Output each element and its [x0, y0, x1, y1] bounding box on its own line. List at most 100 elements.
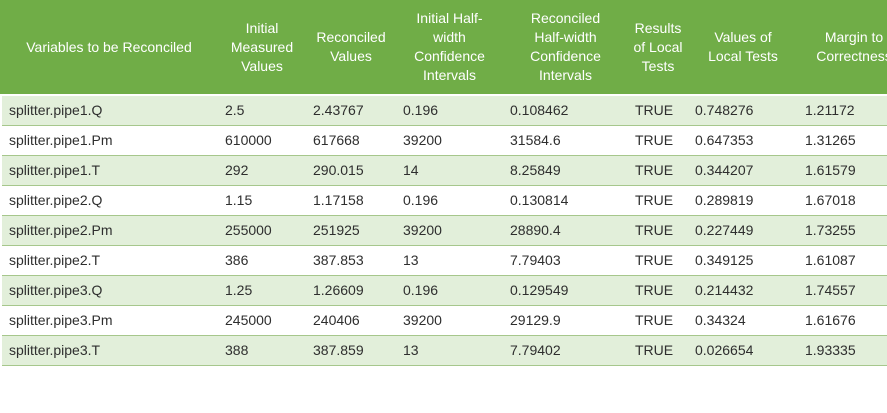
cell-initial-measured-value[interactable]: 1.25	[225, 282, 253, 298]
cell-initial-measured-value[interactable]: 292	[225, 162, 249, 178]
cell-initial-half-width[interactable]: 0.196	[403, 102, 439, 118]
cell-reconciled-value[interactable]: 1.17158	[313, 192, 364, 208]
cell-reconciled-value[interactable]: 251925	[313, 222, 360, 238]
cell-reconciled-value[interactable]: 290.015	[313, 162, 364, 178]
cell-result-of-local-test[interactable]: TRUE	[635, 162, 674, 178]
cell-value-of-local-test[interactable]: 0.349125	[695, 252, 754, 268]
cell-margin-to-correctness[interactable]: 1.61676	[805, 312, 856, 328]
header-text: Reconciled	[316, 29, 386, 45]
cell-variable-name[interactable]: splitter.pipe3.T	[9, 342, 101, 358]
cell-value-of-local-test[interactable]: 0.289819	[695, 192, 754, 208]
cell-reconciled-half-width[interactable]: 31584.6	[510, 132, 561, 148]
header-text: of Local	[633, 38, 683, 55]
cell-reconciled-value[interactable]: 617668	[313, 132, 360, 148]
header-text: Measured	[230, 38, 294, 55]
cell-initial-measured-value[interactable]: 245000	[225, 312, 272, 328]
cell-variable-name[interactable]: splitter.pipe1.Pm	[9, 132, 113, 148]
cell-value-of-local-test[interactable]: 0.344207	[695, 162, 754, 178]
table-row: splitter.pipe3.Q 1.25 1.26609 0.196 0.12…	[2, 276, 887, 306]
cell-initial-half-width[interactable]: 39200	[403, 222, 442, 238]
column-header-results-of-local-tests[interactable]: Results of Local Tests	[628, 0, 688, 94]
cell-initial-half-width[interactable]: 0.196	[403, 282, 439, 298]
header-text: Tests	[641, 57, 675, 74]
header-text: Confidence	[414, 48, 485, 64]
cell-margin-to-correctness[interactable]: 1.67018	[805, 192, 856, 208]
cell-margin-to-correctness[interactable]: 1.61579	[805, 162, 856, 178]
cell-result-of-local-test[interactable]: TRUE	[635, 192, 674, 208]
cell-variable-name[interactable]: splitter.pipe1.T	[9, 162, 101, 178]
cell-reconciled-value[interactable]: 240406	[313, 312, 360, 328]
cell-value-of-local-test[interactable]: 0.214432	[695, 282, 754, 298]
cell-initial-measured-value[interactable]: 2.5	[225, 102, 245, 118]
cell-initial-measured-value[interactable]: 386	[225, 252, 249, 268]
column-header-reconciled-values[interactable]: Reconciled Values	[306, 0, 396, 94]
cell-reconciled-half-width[interactable]: 7.79403	[510, 252, 561, 268]
cell-reconciled-value[interactable]: 387.859	[313, 342, 364, 358]
reconciliation-table: Variables to be Reconciled Initial Measu…	[0, 0, 887, 366]
cell-value-of-local-test[interactable]: 0.34324	[695, 312, 746, 328]
cell-reconciled-half-width[interactable]: 0.108462	[510, 102, 569, 118]
cell-value-of-local-test[interactable]: 0.227449	[695, 222, 754, 238]
cell-initial-half-width[interactable]: 0.196	[403, 192, 439, 208]
cell-reconciled-half-width[interactable]: 0.129549	[510, 282, 569, 298]
table-row: splitter.pipe1.T 292 290.015 14 8.25849 …	[2, 156, 887, 186]
cell-margin-to-correctness[interactable]: 1.93335	[805, 342, 856, 358]
cell-result-of-local-test[interactable]: TRUE	[635, 132, 674, 148]
cell-reconciled-half-width[interactable]: 29129.9	[510, 312, 561, 328]
cell-reconciled-half-width[interactable]: 28890.4	[510, 222, 561, 238]
cell-result-of-local-test[interactable]: TRUE	[635, 252, 674, 268]
cell-result-of-local-test[interactable]: TRUE	[635, 312, 674, 328]
cell-reconciled-half-width[interactable]: 7.79402	[510, 342, 561, 358]
column-header-initial-half-width-confidence-intervals[interactable]: Initial Half- width Confidence Intervals	[396, 0, 503, 94]
cell-value-of-local-test[interactable]: 0.647353	[695, 132, 754, 148]
table-row: splitter.pipe2.Pm 255000 251925 39200 28…	[2, 216, 887, 246]
header-text: Intervals	[539, 67, 592, 83]
header-text: Confidence	[530, 48, 601, 64]
table-row: splitter.pipe3.T 388 387.859 13 7.79402 …	[2, 336, 887, 366]
cell-variable-name[interactable]: splitter.pipe2.Pm	[9, 222, 113, 238]
header-text: Intervals	[423, 67, 476, 83]
header-text: Reconciled	[530, 10, 601, 26]
cell-value-of-local-test[interactable]: 0.026654	[695, 342, 754, 358]
cell-initial-measured-value[interactable]: 610000	[225, 132, 272, 148]
cell-initial-measured-value[interactable]: 388	[225, 342, 249, 358]
cell-variable-name[interactable]: splitter.pipe2.Q	[9, 192, 103, 208]
cell-result-of-local-test[interactable]: TRUE	[635, 102, 674, 118]
header-text: Initial	[245, 19, 279, 36]
header-text: Values	[241, 57, 283, 74]
column-header-initial-measured-values[interactable]: Initial Measured Values	[218, 0, 306, 94]
cell-reconciled-value[interactable]: 387.853	[313, 252, 364, 268]
cell-initial-half-width[interactable]: 39200	[403, 312, 442, 328]
cell-reconciled-half-width[interactable]: 8.25849	[510, 162, 561, 178]
header-text: Half-width	[534, 29, 597, 45]
cell-initial-measured-value[interactable]: 255000	[225, 222, 272, 238]
cell-initial-half-width[interactable]: 13	[403, 252, 419, 268]
cell-initial-measured-value[interactable]: 1.15	[225, 192, 253, 208]
header-text: Initial Half-	[416, 10, 483, 26]
cell-result-of-local-test[interactable]: TRUE	[635, 342, 674, 358]
cell-variable-name[interactable]: splitter.pipe3.Pm	[9, 312, 113, 328]
cell-initial-half-width[interactable]: 13	[403, 342, 419, 358]
cell-margin-to-correctness[interactable]: 1.61087	[805, 252, 856, 268]
cell-initial-half-width[interactable]: 14	[403, 162, 419, 178]
column-header-variables-to-be-reconciled[interactable]: Variables to be Reconciled	[0, 0, 218, 94]
cell-result-of-local-test[interactable]: TRUE	[635, 222, 674, 238]
cell-margin-to-correctness[interactable]: 1.74557	[805, 282, 856, 298]
cell-margin-to-correctness[interactable]: 1.73255	[805, 222, 856, 238]
cell-variable-name[interactable]: splitter.pipe1.Q	[9, 102, 103, 118]
cell-result-of-local-test[interactable]: TRUE	[635, 282, 674, 298]
cell-margin-to-correctness[interactable]: 1.31265	[805, 132, 856, 148]
cell-reconciled-half-width[interactable]: 0.130814	[510, 192, 569, 208]
cell-reconciled-value[interactable]: 2.43767	[313, 102, 364, 118]
cell-variable-name[interactable]: splitter.pipe3.Q	[9, 282, 103, 298]
cell-value-of-local-test[interactable]: 0.748276	[695, 102, 754, 118]
cell-margin-to-correctness[interactable]: 1.21172	[805, 102, 855, 118]
table-row: splitter.pipe3.Pm 245000 240406 39200 29…	[2, 306, 887, 336]
cell-reconciled-value[interactable]: 1.26609	[313, 282, 364, 298]
column-header-margin-to-correctness[interactable]: Margin to Correctness	[798, 0, 887, 94]
cell-variable-name[interactable]: splitter.pipe2.T	[9, 252, 101, 268]
column-header-reconciled-half-width-confidence-intervals[interactable]: Reconciled Half-width Confidence Interva…	[503, 0, 628, 94]
cell-initial-half-width[interactable]: 39200	[403, 132, 442, 148]
column-header-values-of-local-tests[interactable]: Values of Local Tests	[688, 0, 798, 94]
table-header-row: Variables to be Reconciled Initial Measu…	[0, 0, 887, 94]
